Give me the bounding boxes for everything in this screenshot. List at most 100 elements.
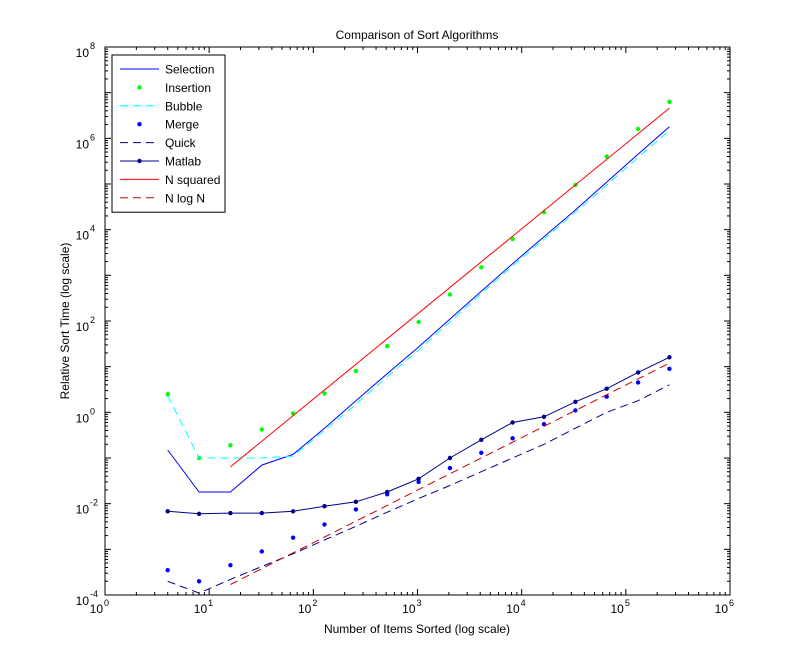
series-line-n-log-n [230,362,670,585]
data-point-merge [322,522,327,527]
legend-label-n-log-n: N log N [165,191,205,205]
legend-label-merge: Merge [165,118,199,132]
data-point-insertion [322,391,327,396]
legend-marker-insertion [137,85,142,90]
legend-item-matlab: Matlab [120,155,201,169]
data-point-matlab [196,511,202,516]
y-tick-label: 10 [76,411,90,425]
x-tick-label: 10 [715,602,729,616]
data-point-merge [573,408,578,413]
legend-item-selection: Selection [120,63,214,77]
data-point-matlab [416,476,421,481]
series-selection [167,126,670,493]
data-point-insertion [165,392,170,397]
x-tick-label: 10 [610,602,624,616]
data-point-merge [196,579,202,584]
series-matlab [165,355,672,516]
y-tick-exponent: 0 [90,406,95,416]
y-tick-exponent: -4 [90,589,98,599]
series-line-quick [167,384,670,594]
x-tick-exponent: 1 [208,598,213,608]
y-tick-label: 10 [76,594,90,608]
legend-item-quick: Quick [120,136,197,150]
y-tick-exponent: 4 [90,224,95,234]
y-tick-label: 10 [76,503,90,517]
legend-marker-merge [137,122,142,127]
legend-label-quick: Quick [165,136,197,150]
data-point-matlab [604,386,609,391]
legend-item-merge: Merge [137,118,199,132]
data-point-matlab [165,509,170,514]
y-tick-exponent: 8 [90,41,95,51]
y-axis-label: Relative Sort Time (log scale) [58,243,72,400]
legend-box [111,54,226,213]
data-point-matlab [322,504,327,509]
legend-item-n-squared: N squared [120,173,220,187]
data-point-matlab [510,420,515,425]
data-point-merge [635,380,641,385]
series-bubble [167,129,670,459]
legend-label-matlab: Matlab [165,155,201,169]
y-tick-label: 10 [76,320,90,334]
legend-label-selection: Selection [165,63,214,77]
series-line-selection [167,126,670,493]
data-point-insertion [510,236,515,242]
data-point-insertion [447,292,453,297]
data-point-matlab [259,510,264,516]
x-tick-exponent: 3 [417,598,422,608]
y-tick-label: 10 [76,137,90,151]
data-point-merge [479,450,484,455]
data-point-merge [447,465,453,471]
legend-label-bubble: Bubble [165,99,203,113]
series-n-squared [230,107,670,468]
y-tick-label: 10 [76,229,90,243]
data-point-matlab [541,414,547,419]
x-tick-label: 10 [506,602,520,616]
x-tick-exponent: 0 [104,598,109,608]
chart-title: Comparison of Sort Algorithms [336,28,499,42]
data-point-insertion [385,344,390,349]
legend-item-insertion: Insertion [137,81,211,95]
series-n-log-n [230,362,670,585]
data-point-merge [165,568,170,573]
legend-marker-matlab [137,158,142,164]
legend-item-n-log-n: N log N [120,191,205,205]
legend-item-bubble: Bubble [120,99,203,113]
y-tick-exponent: -2 [90,498,98,508]
data-point-matlab [447,455,453,461]
data-point-merge [290,535,296,540]
series-line-bubble [167,129,670,459]
series-quick [167,384,670,594]
y-tick-exponent: 6 [90,132,95,142]
data-point-matlab [479,437,484,442]
x-tick-exponent: 4 [521,598,526,608]
x-axis-label: Number of Items Sorted (log scale) [324,622,510,636]
data-point-insertion [259,427,264,432]
axes-frame [104,46,731,596]
data-point-merge [667,366,672,371]
x-tick-exponent: 5 [625,598,630,608]
data-point-matlab [573,399,578,404]
series-line-n-squared [230,107,670,468]
x-tick-label: 10 [402,602,416,616]
data-point-merge [353,507,359,512]
data-point-matlab [228,510,233,516]
data-point-matlab [667,355,672,360]
legend-label-n-squared: N squared [165,173,220,187]
data-point-insertion [635,126,641,132]
legend-label-insertion: Insertion [165,81,211,95]
data-point-insertion [228,443,233,448]
data-point-merge [228,563,233,568]
x-tick-label: 10 [90,602,104,616]
data-point-insertion [353,368,359,374]
data-point-insertion [667,99,672,105]
y-tick-label: 10 [76,46,90,60]
y-tick-exponent: 2 [90,315,95,325]
data-point-matlab [353,499,359,504]
x-tick-exponent: 6 [729,598,734,608]
data-point-merge [259,549,264,554]
data-point-insertion [604,154,609,159]
x-tick-label: 10 [194,602,208,616]
data-point-matlab [635,370,641,375]
